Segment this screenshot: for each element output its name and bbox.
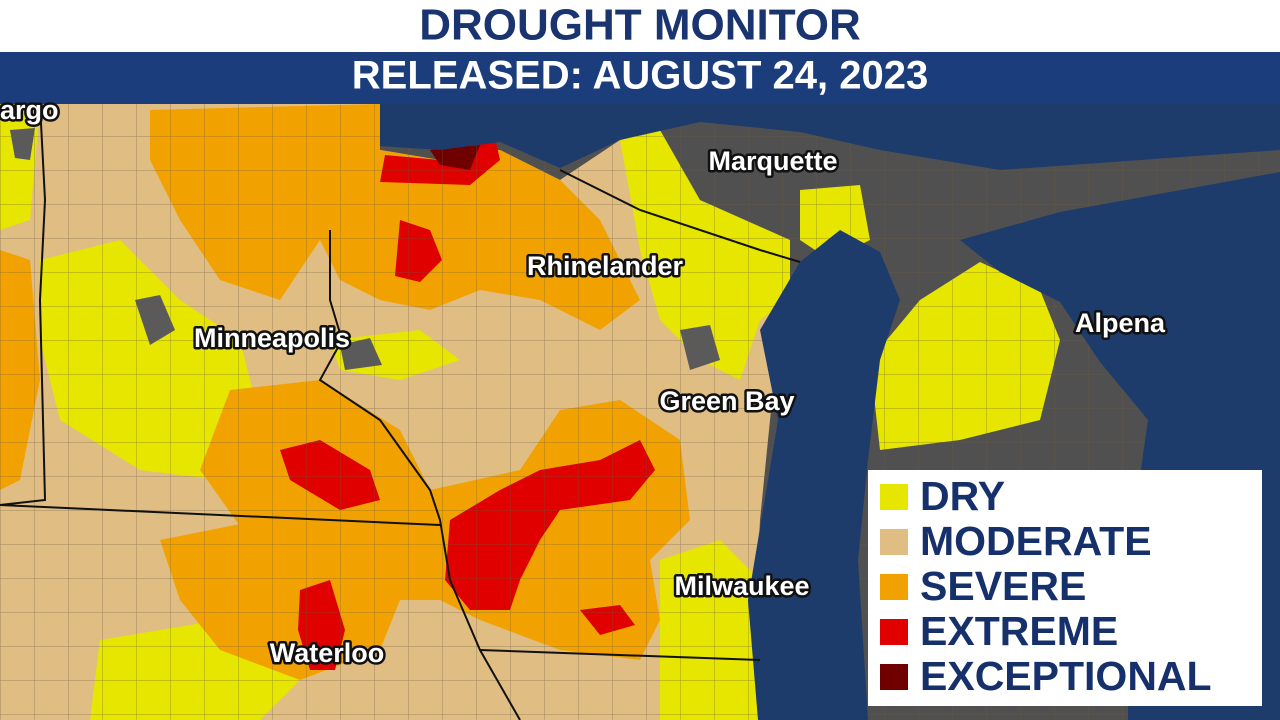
legend-label: EXCEPTIONAL — [920, 653, 1212, 699]
city-label: Rhinelander — [527, 251, 684, 281]
legend-swatch — [880, 664, 908, 690]
legend-label: MODERATE — [920, 518, 1152, 564]
legend-label: SEVERE — [920, 563, 1086, 609]
legend-label: EXTREME — [920, 608, 1118, 654]
city-label: Alpena — [1075, 308, 1166, 338]
city-label: Waterloo — [270, 638, 385, 668]
city-label: Minneapolis — [194, 323, 350, 353]
city-label: Marquette — [708, 146, 837, 176]
city-label: Milwaukee — [674, 571, 809, 601]
legend-swatch — [880, 574, 908, 600]
subtitle-band — [0, 52, 1280, 104]
state-borders — [0, 103, 801, 720]
title: DROUGHT MONITOR — [419, 1, 861, 50]
legend-swatch — [880, 484, 908, 510]
city-labels: argo Marquette Rhinelander Minneapolis Alpen… — [0, 93, 1168, 671]
title-band — [0, 0, 1280, 52]
legend-label: DRY — [920, 473, 1005, 519]
subtitle: RELEASED: AUGUST 24, 2023 — [352, 54, 928, 98]
legend-swatch — [880, 619, 908, 645]
legend-swatch — [880, 529, 908, 555]
city-label: Green Bay — [659, 386, 794, 416]
legend-box — [868, 470, 1262, 706]
city-label: argo — [0, 95, 59, 125]
